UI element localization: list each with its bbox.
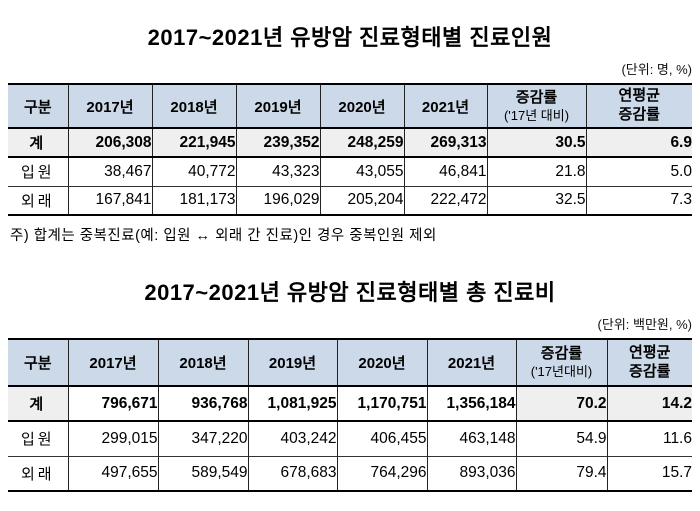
header-year-2019: 2019년 <box>235 84 320 128</box>
cost-header-row: 구분 2017년 2018년 2019년 2020년 2021년 증감률 ('1… <box>8 339 692 386</box>
header-year-2017: 2017년 <box>67 339 158 386</box>
value-cell: 347,220 <box>157 421 248 456</box>
header-year-2018: 2018년 <box>157 339 248 386</box>
value-cell: 678,683 <box>247 456 337 491</box>
patients-table: 구분 2017년 2018년 2019년 2020년 2021년 증감률 ('1… <box>8 83 692 216</box>
header-year-2020: 2020년 <box>319 84 404 128</box>
value-cell: 403,242 <box>247 421 337 456</box>
row-label: 입원 <box>20 431 55 449</box>
header-avg-rate-line1: 연평균 <box>629 343 671 361</box>
header-avg-rate: 연평균 증감률 <box>606 339 692 386</box>
header-change-rate: 증감률 ('17년대비) <box>515 339 607 386</box>
value-cell: 43,055 <box>319 157 404 186</box>
value-cell: 54.9 <box>515 421 607 456</box>
value-cell: 196,029 <box>235 186 320 215</box>
value-cell: 38,467 <box>67 157 152 186</box>
row-label: 계 <box>8 128 68 157</box>
value-cell: 70.2 <box>515 386 607 421</box>
value-cell: 463,148 <box>426 421 516 456</box>
header-category: 구분 <box>23 98 52 116</box>
value-cell: 936,768 <box>157 386 248 421</box>
value-cell: 43,323 <box>235 157 320 186</box>
header-category: 구분 <box>23 355 52 372</box>
value-cell: 21.8 <box>486 157 586 186</box>
section2-title: 2017~2021년 유방암 진료형태별 총 진료비 <box>144 280 556 305</box>
header-year-2021: 2021년 <box>426 339 516 386</box>
patients-outpatient-row: 외래 167,841 181,173 196,029 205,204 222,4… <box>8 186 692 215</box>
header-year-2018: 2018년 <box>151 84 236 128</box>
value-cell: 7.3 <box>585 186 692 215</box>
patients-header-row: 구분 2017년 2018년 2019년 2020년 2021년 증감률 ('1… <box>8 84 692 128</box>
header-change-rate-main: 증감률 <box>540 345 583 363</box>
value-cell: 299,015 <box>67 421 158 456</box>
value-cell: 248,259 <box>319 128 404 157</box>
row-label: 외래 <box>20 192 55 210</box>
header-avg-rate-line2: 증감률 <box>618 106 660 123</box>
header-avg-rate-line1: 연평균 <box>618 87 660 105</box>
row-label: 외래 <box>20 465 55 483</box>
header-change-rate-main: 증감률 <box>515 88 558 106</box>
value-cell: 79.4 <box>515 456 607 491</box>
value-cell: 893,036 <box>426 456 516 491</box>
value-cell: 796,671 <box>67 386 158 421</box>
section1-unit-label: (단위: 명, %) <box>621 62 692 77</box>
value-cell: 181,173 <box>151 186 236 215</box>
header-change-rate-sub: ('17년 대비) <box>503 107 570 123</box>
row-label: 계 <box>8 386 68 421</box>
value-cell: 46,841 <box>403 157 487 186</box>
value-cell: 5.0 <box>585 157 692 186</box>
value-cell: 167,841 <box>67 186 152 215</box>
value-cell: 30.5 <box>486 128 586 157</box>
value-cell: 6.9 <box>585 128 692 157</box>
header-year-2021: 2021년 <box>403 84 487 128</box>
header-year-2017: 2017년 <box>67 84 152 128</box>
header-change-rate-sub: ('17년대비) <box>530 364 593 380</box>
value-cell: 1,356,184 <box>426 386 516 421</box>
patients-inpatient-row: 입원 38,467 40,772 43,323 43,055 46,841 21… <box>8 157 692 186</box>
value-cell: 589,549 <box>157 456 248 491</box>
value-cell: 206,308 <box>67 128 152 157</box>
header-year-2019: 2019년 <box>247 339 337 386</box>
value-cell: 764,296 <box>336 456 427 491</box>
value-cell: 239,352 <box>235 128 320 157</box>
cost-outpatient-row: 외래 497,655 589,549 678,683 764,296 893,0… <box>8 456 692 491</box>
value-cell: 15.7 <box>606 456 692 491</box>
patients-total-row: 계 206,308 221,945 239,352 248,259 269,31… <box>8 128 692 157</box>
value-cell: 269,313 <box>403 128 487 157</box>
value-cell: 221,945 <box>151 128 236 157</box>
row-label: 입원 <box>20 164 55 182</box>
section2-unit-label: (단위: 백만원, %) <box>597 317 692 332</box>
value-cell: 1,081,925 <box>247 386 337 421</box>
value-cell: 1,170,751 <box>336 386 427 421</box>
value-cell: 222,472 <box>403 186 487 215</box>
value-cell: 11.6 <box>606 421 692 456</box>
value-cell: 497,655 <box>67 456 158 491</box>
cost-inpatient-row: 입원 299,015 347,220 403,242 406,455 463,1… <box>8 421 692 456</box>
header-year-2020: 2020년 <box>336 339 427 386</box>
value-cell: 32.5 <box>486 186 586 215</box>
value-cell: 406,455 <box>336 421 427 456</box>
header-avg-rate: 연평균 증감률 <box>585 84 692 128</box>
cost-total-row: 계 796,671 936,768 1,081,925 1,170,751 1,… <box>8 386 692 421</box>
value-cell: 40,772 <box>151 157 236 186</box>
value-cell: 205,204 <box>319 186 404 215</box>
header-avg-rate-line2: 증감률 <box>629 362 671 380</box>
header-change-rate: 증감률 ('17년 대비) <box>486 84 586 128</box>
value-cell: 14.2 <box>606 386 692 421</box>
table-footnote: 주) 합계는 중복진료(예: 입원 ↔ 외래 간 진료)인 경우 중복인원 제외 <box>10 228 437 244</box>
cost-table: 구분 2017년 2018년 2019년 2020년 2021년 증감률 ('1… <box>8 338 692 492</box>
section1-title: 2017~2021년 유방암 진료형태별 진료인원 <box>147 25 553 50</box>
